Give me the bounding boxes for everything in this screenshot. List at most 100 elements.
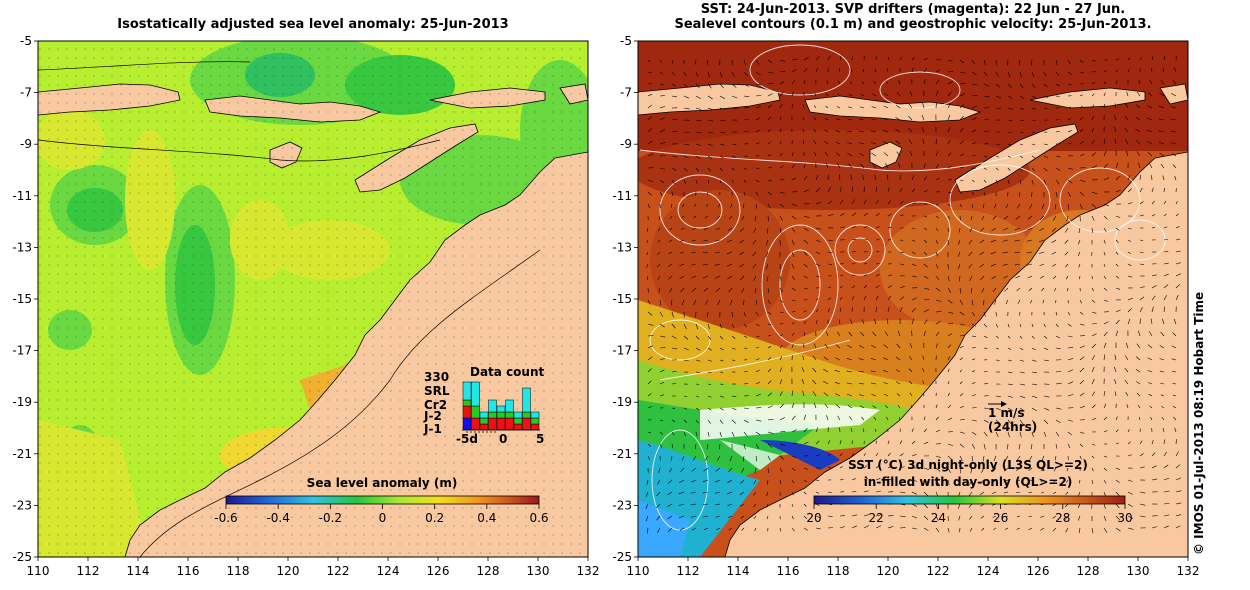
- lat-tick-label: -15: [12, 292, 32, 306]
- right-panel-title-line1: SST: 24-Jun-2013. SVP drifters (magenta)…: [700, 2, 1126, 17]
- count-bar-j2: [496, 417, 506, 431]
- colorbar-tick-label: 26: [993, 511, 1008, 525]
- colorbar-tick-label: 30: [1117, 511, 1132, 525]
- lon-tick-label: 126: [1027, 564, 1050, 578]
- lon-tick-label: 110: [27, 564, 50, 578]
- lat-tick-label: -15: [612, 292, 632, 306]
- count-bar-srl: [505, 399, 514, 413]
- sla-colorbar-label: Sea level anomaly (m): [307, 476, 458, 490]
- velocity-scale-note: (24hrs): [988, 420, 1037, 434]
- velocity-scale-value: 1 m/s: [988, 406, 1025, 420]
- mission-label-cr2: Cr2: [424, 398, 447, 412]
- lon-tick-label: 128: [1077, 564, 1100, 578]
- lat-tick-label: -9: [20, 137, 32, 151]
- data-count-inset: Data count 330 SRL Cr2 J-2 J-1 -5d 0 5: [423, 365, 545, 446]
- data-count-title: Data count: [470, 365, 545, 379]
- colorbar-tick-label: 0.2: [425, 511, 444, 525]
- sealevel-contours: [639, 44, 1166, 531]
- lon-tick-label: 122: [927, 564, 950, 578]
- count-bar-j1: [462, 417, 472, 431]
- count-bar-j2: [530, 423, 540, 431]
- lon-tick-label: 120: [277, 564, 300, 578]
- sst-colorbar: SST (°C) 3d night-only (L3S QL>=2) in-fi…: [806, 458, 1132, 525]
- count-bar-srl: [462, 381, 472, 401]
- data-count-xtick-1: 0: [499, 432, 507, 446]
- count-bar-j2: [513, 423, 523, 431]
- lat-tick-label: -11: [612, 189, 632, 203]
- count-bar-srl: [530, 411, 540, 419]
- mission-label-srl: SRL: [424, 384, 450, 398]
- count-bar-cr2: [479, 417, 489, 425]
- count-bar-srl: [471, 381, 480, 407]
- lon-tick-label: 112: [77, 564, 100, 578]
- count-bar-j2: [505, 417, 514, 431]
- lon-tick-label: 124: [977, 564, 1000, 578]
- colorbar-tick-label: 0.4: [477, 511, 496, 525]
- count-bar-cr2: [462, 399, 472, 407]
- lon-tick-label: 132: [577, 564, 600, 578]
- colorbar-tick-label: 0.6: [529, 511, 548, 525]
- mission-label-j1: J-1: [423, 422, 442, 436]
- count-bar-srl: [522, 387, 531, 413]
- lat-tick-label: -23: [12, 498, 32, 512]
- data-count-xtick-0: -5d: [456, 432, 478, 446]
- lon-tick-label: 132: [1177, 564, 1200, 578]
- lon-tick-label: 118: [227, 564, 250, 578]
- lat-tick-label: -19: [612, 395, 632, 409]
- count-bar-j2: [471, 417, 480, 431]
- lat-tick-label: -21: [12, 447, 32, 461]
- left-panel-title: Isostatically adjusted sea level anomaly…: [117, 17, 509, 32]
- sla-map: [38, 41, 588, 557]
- count-bar-cr2: [513, 417, 523, 425]
- right-panel-title-line2: Sealevel contours (0.1 m) and geostrophi…: [674, 17, 1152, 32]
- count-bar-cr2: [471, 405, 480, 419]
- lat-tick-label: -5: [20, 34, 32, 48]
- lat-tick-label: -11: [12, 189, 32, 203]
- lat-tick-label: -17: [12, 344, 32, 358]
- lon-tick-label: 114: [127, 564, 150, 578]
- lon-tick-label: 130: [527, 564, 550, 578]
- lon-tick-label: 116: [777, 564, 800, 578]
- sla-colorbar: Sea level anomaly (m) -0.6 -0.4 -0.2 0 0.2 0.…: [214, 476, 548, 525]
- lon-tick-label: 112: [677, 564, 700, 578]
- lon-tick-label: 124: [377, 564, 400, 578]
- colorbar-tick-label: 28: [1055, 511, 1070, 525]
- colorbar-tick-label: 22: [869, 511, 884, 525]
- lat-tick-label: -7: [620, 86, 632, 100]
- data-count-xtick-2: 5: [536, 432, 544, 446]
- count-bar-cr2: [496, 411, 506, 419]
- count-bar-cr2: [505, 411, 514, 419]
- sst-map: [638, 41, 1188, 557]
- copyright-credit: © IMOS 01-Jul-2013 08:19 Hobart Time: [1192, 291, 1206, 555]
- lat-tick-label: -21: [612, 447, 632, 461]
- count-bar-j2: [522, 417, 531, 431]
- colorbar-tick-label: 0: [379, 511, 387, 525]
- lon-tick-label: 126: [427, 564, 450, 578]
- lat-tick-label: -17: [612, 344, 632, 358]
- lon-tick-label: 116: [177, 564, 200, 578]
- lat-tick-label: -19: [12, 395, 32, 409]
- lat-tick-label: -13: [612, 240, 632, 254]
- data-count-total: 330: [424, 370, 449, 384]
- lat-tick-label: -5: [620, 34, 632, 48]
- lon-tick-label: 122: [327, 564, 350, 578]
- colorbar-tick-label: -0.4: [266, 511, 289, 525]
- count-bar-cr2: [530, 417, 540, 425]
- colorbar-tick-label: 24: [931, 511, 946, 525]
- sst-colorbar-label-1: SST (°C) 3d night-only (L3S QL>=2): [848, 458, 1088, 472]
- lat-tick-label: -25: [12, 550, 32, 564]
- lat-tick-label: -9: [620, 137, 632, 151]
- count-bar-j2: [479, 423, 489, 431]
- lon-tick-label: 114: [727, 564, 750, 578]
- colorbar-tick-label: 20: [806, 511, 821, 525]
- lon-tick-label: 128: [477, 564, 500, 578]
- count-bar-j2: [462, 405, 472, 419]
- lat-tick-label: -25: [612, 550, 632, 564]
- lat-tick-label: -13: [12, 240, 32, 254]
- data-count-bars: [462, 381, 540, 431]
- count-bar-srl: [479, 411, 489, 419]
- count-bar-j2: [488, 417, 497, 431]
